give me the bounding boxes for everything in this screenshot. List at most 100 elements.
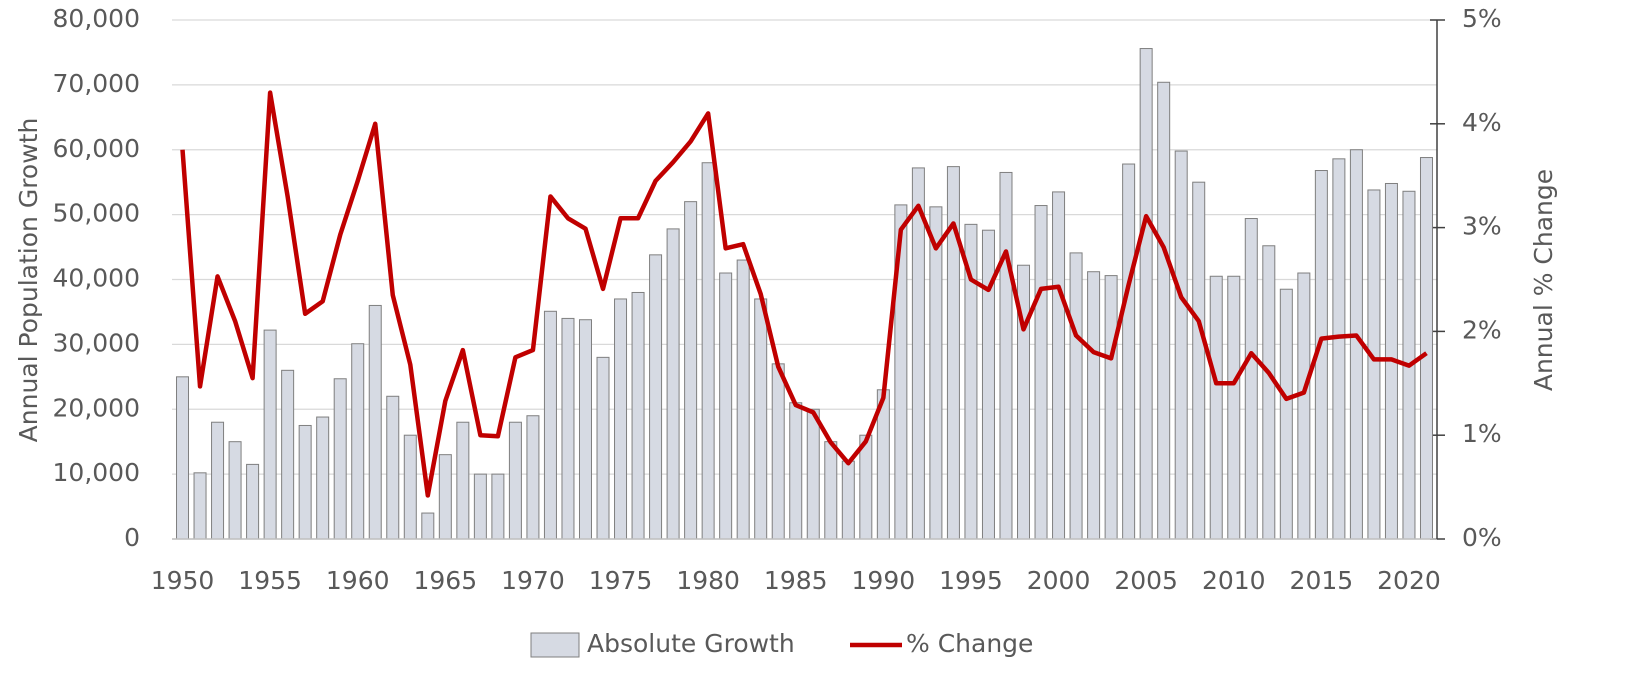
legend-label: % Change xyxy=(906,629,1033,658)
bar xyxy=(1297,272,1311,540)
bar xyxy=(1209,275,1223,540)
bar xyxy=(736,259,750,540)
y-tick-label: 80,000 xyxy=(53,4,140,33)
y2-tick-label: 3% xyxy=(1462,212,1502,241)
bar xyxy=(403,434,417,540)
bar xyxy=(386,395,400,540)
bar xyxy=(176,376,190,540)
bar xyxy=(281,369,295,540)
bar xyxy=(1279,288,1293,540)
y2-tick-label: 0% xyxy=(1462,523,1502,552)
bar xyxy=(1367,189,1381,540)
y-tick-label: 40,000 xyxy=(53,264,140,293)
x-tick-label: 2010 xyxy=(1202,566,1266,595)
bar xyxy=(473,473,487,540)
x-tick-label: 1985 xyxy=(764,566,828,595)
bar xyxy=(666,228,680,540)
bar xyxy=(193,472,207,540)
bar xyxy=(1087,271,1101,540)
y-tick-label: 70,000 xyxy=(53,69,140,98)
x-tick-label: 1965 xyxy=(414,566,478,595)
y2-tick-label: 2% xyxy=(1462,315,1502,344)
bar xyxy=(1332,158,1346,540)
x-tick-label: 2015 xyxy=(1290,566,1354,595)
bar xyxy=(614,298,628,540)
bar xyxy=(1419,157,1433,540)
bar xyxy=(789,402,803,540)
bar xyxy=(859,434,873,540)
bar xyxy=(263,329,277,540)
x-tick-label: 1970 xyxy=(501,566,565,595)
y2-tick-label: 1% xyxy=(1462,419,1502,448)
bar xyxy=(1139,48,1153,540)
bar xyxy=(228,441,242,540)
bar xyxy=(771,363,785,540)
x-tick-label: 1995 xyxy=(939,566,1003,595)
legend-label: Absolute Growth xyxy=(587,629,795,658)
x-tick-label: 2000 xyxy=(1027,566,1091,595)
bar xyxy=(368,304,382,540)
bar xyxy=(561,317,575,540)
bar xyxy=(316,416,330,540)
bar xyxy=(596,356,610,540)
x-tick-label: 1950 xyxy=(151,566,215,595)
bar xyxy=(578,319,592,540)
bar xyxy=(806,408,820,540)
bar xyxy=(1069,252,1083,540)
x-tick-label: 2005 xyxy=(1114,566,1178,595)
x-tick-label: 1980 xyxy=(676,566,740,595)
bar xyxy=(1052,191,1066,540)
bar xyxy=(1104,275,1118,540)
bar xyxy=(824,441,838,540)
bar xyxy=(929,206,943,540)
y2-tick-label: 4% xyxy=(1462,108,1502,137)
bar xyxy=(649,254,663,540)
bar xyxy=(491,473,505,540)
x-tick-label: 1955 xyxy=(238,566,302,595)
y-tick-label: 20,000 xyxy=(53,393,140,422)
bar xyxy=(999,171,1013,540)
x-tick-label: 1990 xyxy=(852,566,916,595)
y-tick-label: 30,000 xyxy=(53,328,140,357)
bar xyxy=(526,415,540,540)
x-tick-label: 1975 xyxy=(589,566,653,595)
y-tick-label: 0 xyxy=(124,523,140,552)
bar xyxy=(438,454,452,540)
bar xyxy=(211,421,225,540)
x-tick-label: 2020 xyxy=(1377,566,1441,595)
bar xyxy=(754,298,768,540)
bar xyxy=(543,310,557,540)
bar xyxy=(684,201,698,540)
bar xyxy=(719,272,733,540)
bar xyxy=(246,463,260,540)
bar xyxy=(841,460,855,540)
bar xyxy=(1262,245,1276,540)
bar xyxy=(701,162,715,540)
y-axis-label: Annual Population Growth xyxy=(14,118,43,443)
bar xyxy=(351,343,365,540)
bar xyxy=(1227,275,1241,540)
bar xyxy=(911,167,925,540)
bar xyxy=(1034,205,1048,540)
y-tick-label: 10,000 xyxy=(53,458,140,487)
bar xyxy=(1174,150,1188,540)
bar xyxy=(298,424,312,540)
y-tick-label: 60,000 xyxy=(53,134,140,163)
bar xyxy=(508,421,522,540)
line xyxy=(180,90,1428,498)
y2-axis-label: Annual % Change xyxy=(1529,169,1558,391)
legend-swatch xyxy=(530,632,580,658)
bar xyxy=(1157,81,1171,540)
bar xyxy=(421,512,435,540)
bar xyxy=(1192,181,1206,540)
x-tick-label: 1960 xyxy=(326,566,390,595)
bar xyxy=(1244,218,1258,540)
bar xyxy=(456,421,470,540)
bar xyxy=(333,378,347,540)
bar xyxy=(1122,163,1136,540)
y2-tick-label: 5% xyxy=(1462,4,1502,33)
bar xyxy=(631,291,645,540)
y-tick-label: 50,000 xyxy=(53,199,140,228)
